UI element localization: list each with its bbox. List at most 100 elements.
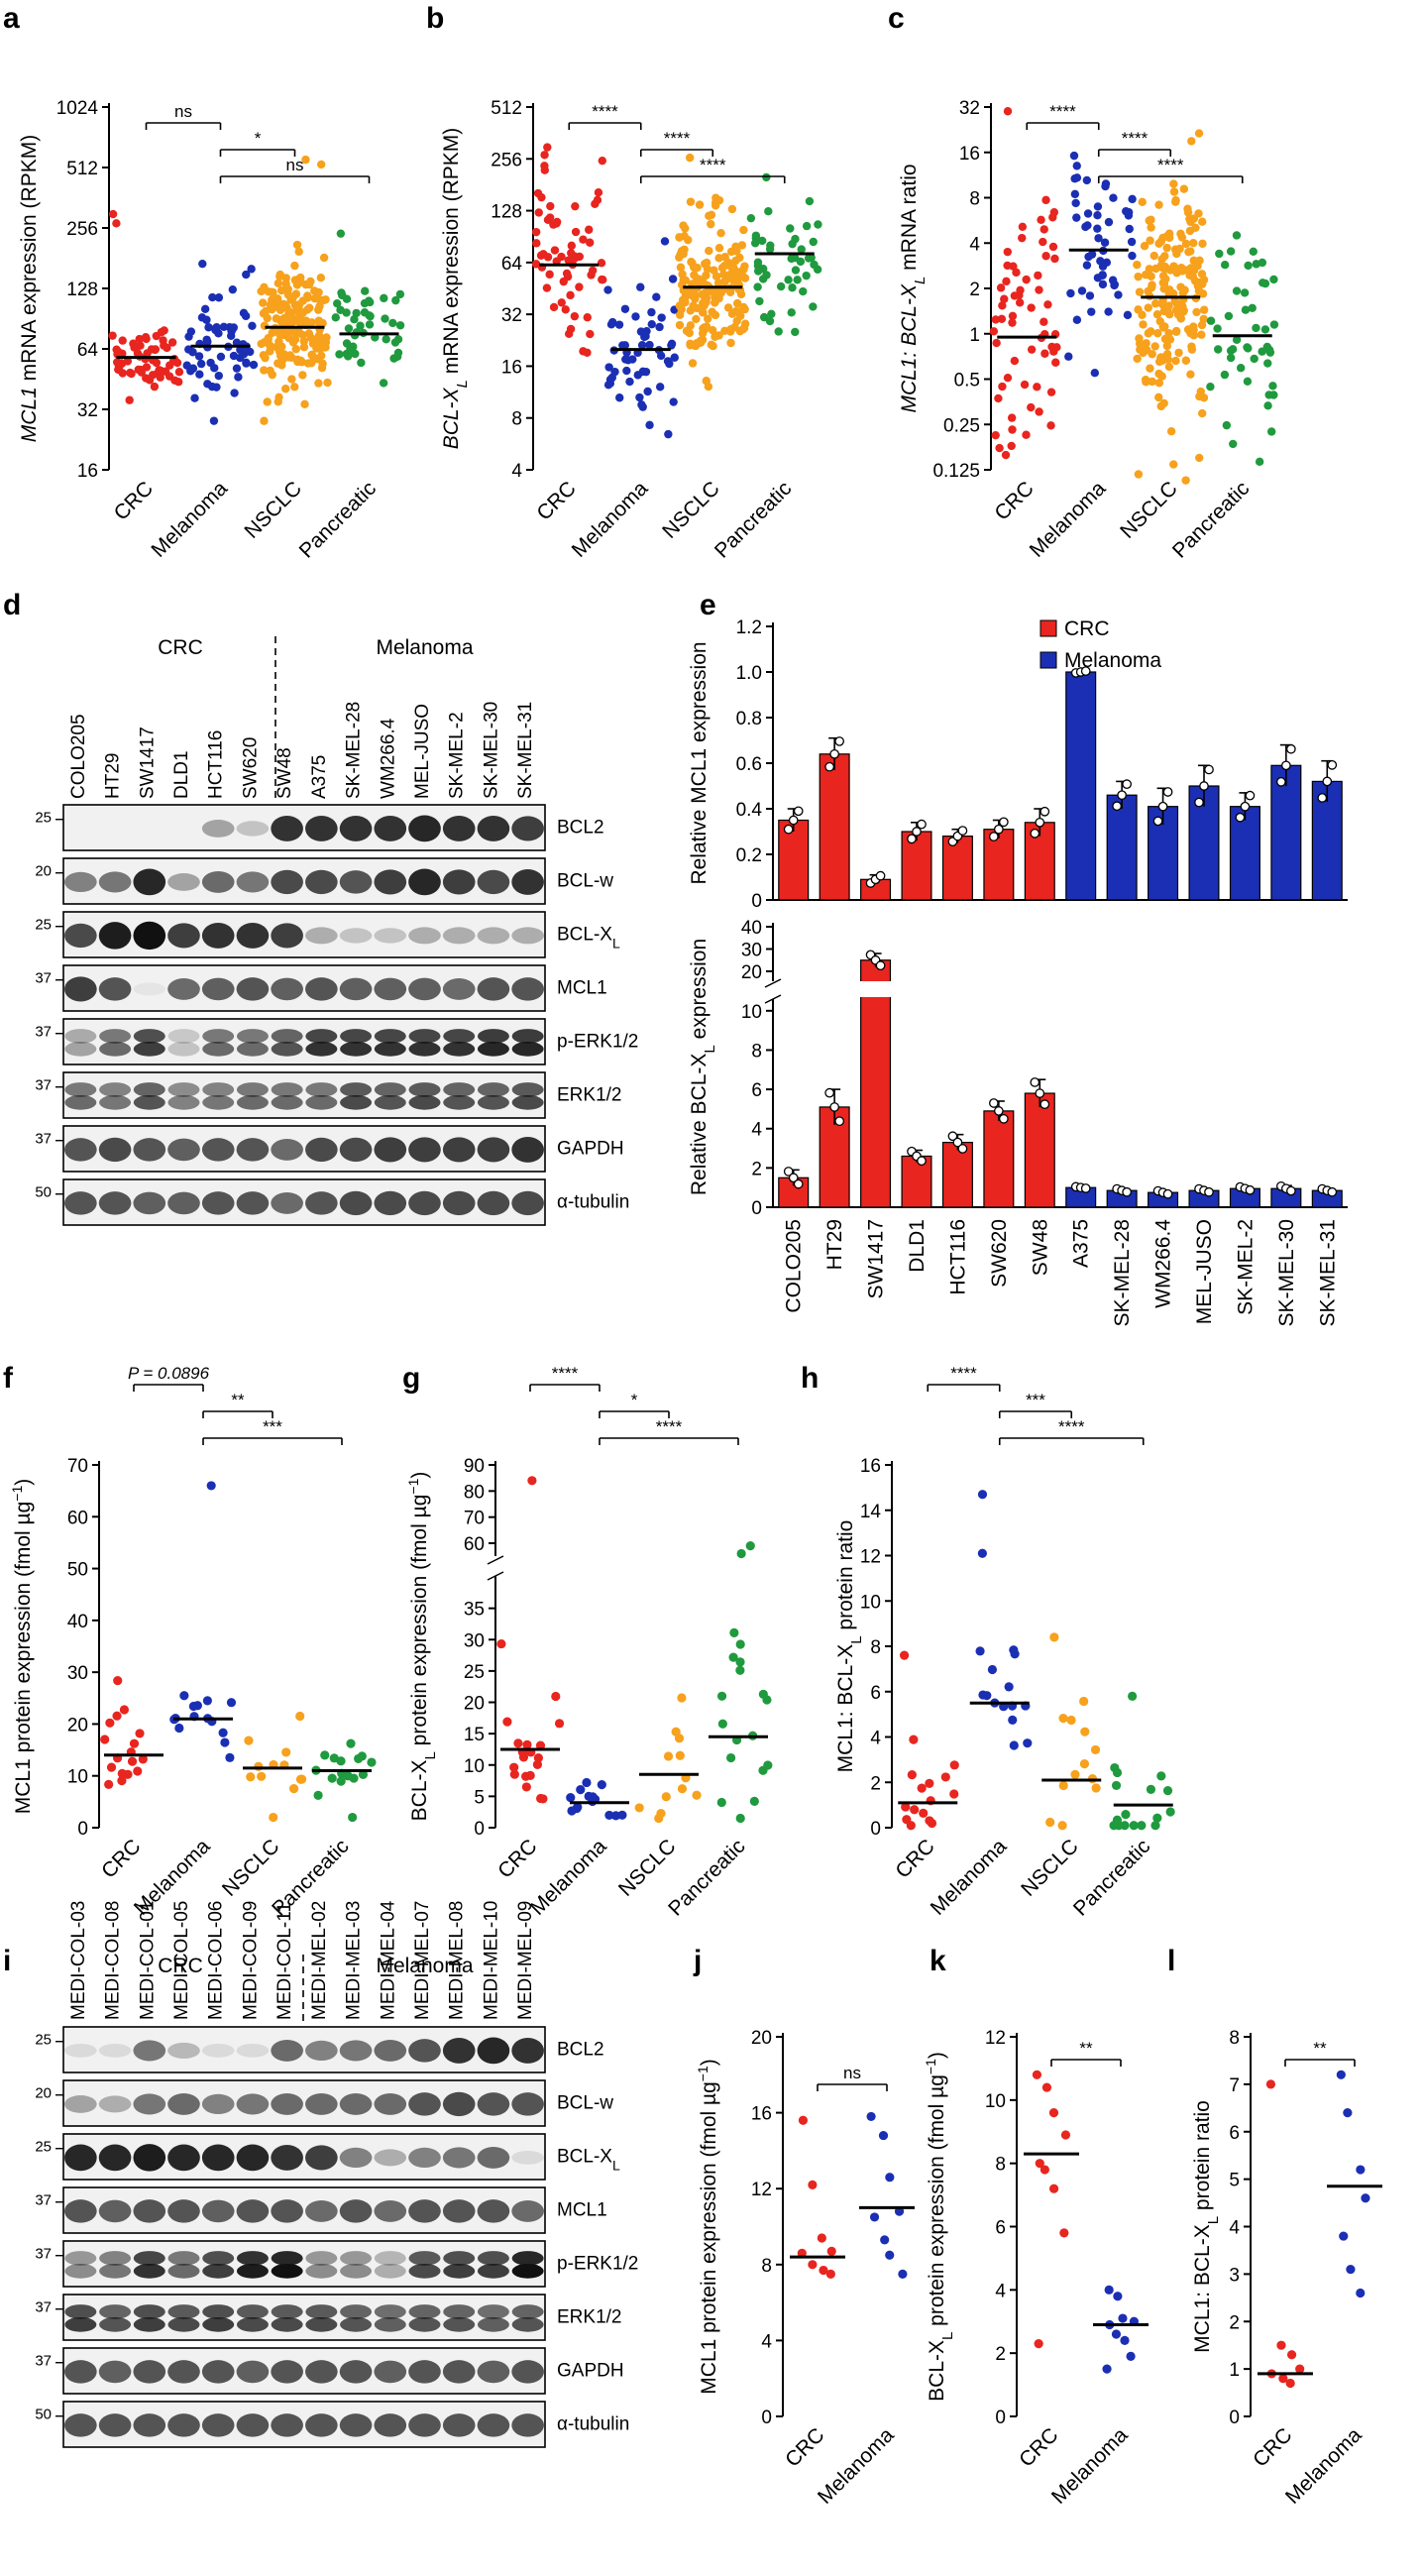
blot-band	[98, 871, 132, 893]
data-point-melanoma	[212, 323, 221, 332]
blot-band	[98, 2044, 132, 2058]
data-point-melanoma	[1346, 2264, 1356, 2275]
significance-bracket: ****	[1097, 129, 1172, 157]
data-point-melanoma	[195, 370, 204, 379]
data-point-crc	[1295, 2364, 1305, 2374]
y-tick-label: 1024	[56, 98, 99, 119]
data-point-nsclc	[711, 298, 719, 307]
blot-band	[408, 2199, 441, 2223]
data-point-crc	[902, 1815, 912, 1825]
blot-band	[64, 976, 97, 1002]
panel-label-j: j	[693, 1945, 702, 1977]
data-point-pancreatic	[736, 1548, 746, 1559]
data-point-melanoma	[1093, 211, 1102, 220]
data-point-nsclc	[1166, 427, 1176, 436]
data-point-melanoma	[566, 1793, 576, 1803]
data-point-nsclc	[686, 306, 695, 315]
blot-band	[201, 2144, 235, 2172]
data-point-pancreatic	[1206, 316, 1216, 325]
y-tick-label: 32	[77, 400, 98, 421]
data-point-nsclc	[1133, 260, 1142, 270]
data-point-pancreatic	[1232, 286, 1242, 295]
data-point-crc	[165, 361, 174, 370]
data-point-melanoma	[1071, 198, 1080, 208]
data-point-crc	[1008, 318, 1017, 327]
data-point-crc	[1276, 2340, 1286, 2350]
data-point-crc	[1008, 311, 1018, 320]
data-point-pancreatic	[787, 254, 796, 264]
y-tick-label: 0	[474, 1819, 485, 1840]
data-point-crc	[127, 369, 136, 379]
data-point-nsclc	[287, 353, 296, 362]
data-point-crc	[907, 1769, 917, 1780]
replicate-point	[1122, 1186, 1132, 1197]
y-tick-label: 16	[751, 2104, 772, 2125]
data-point-nsclc	[1197, 330, 1206, 339]
data-point-nsclc	[323, 378, 332, 388]
blot-band	[305, 815, 338, 841]
y-tick-label: 4	[995, 2281, 1006, 2301]
data-point-nsclc	[1140, 242, 1149, 251]
blot-row-label: ERK1/2	[557, 1085, 621, 1106]
data-point-nsclc	[731, 242, 740, 252]
blot-row: BCL-w 20	[35, 857, 613, 905]
data-point-melanoma	[1120, 2335, 1130, 2345]
replicate-point	[783, 1167, 794, 1176]
data-point-crc	[1046, 388, 1056, 396]
significance-bracket: ns	[219, 156, 371, 183]
blot-band	[167, 2264, 200, 2279]
blot-band	[133, 2251, 165, 2266]
data-point-crc	[586, 238, 595, 247]
data-point-melanoma	[236, 353, 245, 363]
data-point-crc	[571, 227, 581, 237]
data-point-melanoma	[188, 364, 198, 373]
data-point-melanoma	[635, 392, 644, 402]
data-point-crc	[808, 2260, 818, 2270]
data-point-crc	[909, 1735, 919, 1744]
data-point-pancreatic	[1226, 353, 1236, 363]
significance-label: ****	[592, 102, 618, 121]
data-point-melanoma	[657, 313, 666, 322]
data-point-melanoma	[206, 1481, 216, 1491]
y-tick-label: 4	[511, 461, 522, 482]
data-point-crc	[118, 369, 127, 378]
data-point-crc	[991, 430, 1000, 440]
replicate-point	[952, 1137, 963, 1148]
data-point-pancreatic	[1150, 1821, 1160, 1831]
blot-band	[408, 1082, 441, 1097]
blot-band	[98, 2144, 132, 2172]
data-point-melanoma	[643, 387, 652, 396]
data-point-nsclc	[726, 338, 735, 348]
axis-break-mark	[487, 1571, 504, 1581]
replicate-point	[994, 824, 1004, 835]
data-point-melanoma	[1094, 234, 1103, 243]
category-label-nsclc: NSCLC	[614, 1835, 681, 1901]
data-point-crc	[534, 208, 543, 217]
data-point-crc	[1059, 2228, 1069, 2238]
replicate-point	[1152, 816, 1163, 827]
data-point-crc	[106, 1762, 117, 1772]
data-point-crc	[989, 327, 999, 336]
y-tick-label: 0.8	[736, 709, 762, 729]
blot-band	[133, 2040, 166, 2062]
data-point-crc	[1027, 303, 1036, 312]
panel-c: 0.125 0.25 0.5 1 2 4 8 16 32 **** **** **** CRCMelan…	[898, 98, 1279, 563]
data-point-crc	[143, 349, 152, 358]
data-point-nsclc	[1133, 354, 1142, 364]
data-point-melanoma	[645, 340, 654, 350]
blot-band	[340, 2251, 373, 2266]
data-point-melanoma	[204, 323, 213, 332]
data-point-melanoma	[615, 393, 624, 402]
data-point-pancreatic	[379, 379, 388, 388]
category-label: DLD1	[906, 1219, 929, 1273]
data-point-pancreatic	[391, 295, 400, 305]
data-point-pancreatic	[810, 260, 819, 270]
data-point-crc	[546, 201, 555, 211]
data-point-crc	[135, 334, 144, 344]
bar	[901, 1155, 932, 1208]
data-point-melanoma	[1009, 1740, 1019, 1750]
data-point-nsclc	[1169, 179, 1178, 188]
y-tick-label: 64	[501, 254, 523, 275]
blot-row: BCL-XL 25	[35, 911, 620, 958]
data-point-crc	[125, 395, 134, 404]
